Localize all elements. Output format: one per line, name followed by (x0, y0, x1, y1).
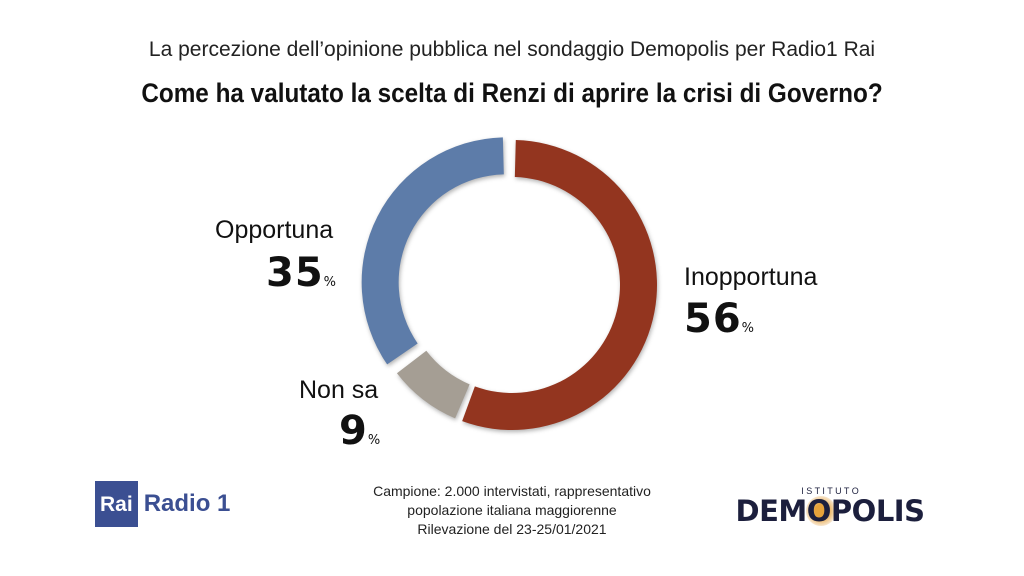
subtitle: La percezione dell’opinione pubblica nel… (148, 38, 876, 61)
donut-slice-inopportuna (462, 140, 657, 430)
label-non-sa: Non sa (299, 376, 379, 404)
value-inopportuna: 56% (684, 296, 755, 342)
demopolis-logo: I S T I T U T O DEMOPOLIS (722, 486, 938, 526)
demopolis-text: DEMOPOLIS (735, 494, 925, 528)
logo-glow-icon (806, 496, 836, 526)
radio1-logo-text: Radio 1 (143, 490, 231, 517)
label-inopportuna: Inopportuna (684, 263, 818, 291)
label-opportuna: Opportuna (215, 216, 334, 244)
note-line: popolazione italiana maggiorenne (407, 502, 617, 518)
chart-title: Come ha valutato la scelta di Renzi di a… (141, 78, 883, 108)
rai-radio1-logo: Rai Radio 1 (95, 481, 230, 527)
value-non-sa: 9% (339, 408, 381, 454)
istituto-text: I S T I T U T O (801, 486, 859, 496)
donut-slice-opportuna (361, 137, 504, 365)
note-line: Campione: 2.000 intervistati, rappresent… (373, 483, 651, 499)
rai-logo-box: Rai (95, 481, 138, 527)
donut-slice-non-sa (396, 350, 470, 419)
note-line: Rilevazione del 23-25/01/2021 (417, 521, 607, 537)
methodology-note: Campione: 2.000 intervistati, rappresent… (312, 482, 712, 539)
value-opportuna: 35% (266, 250, 337, 296)
